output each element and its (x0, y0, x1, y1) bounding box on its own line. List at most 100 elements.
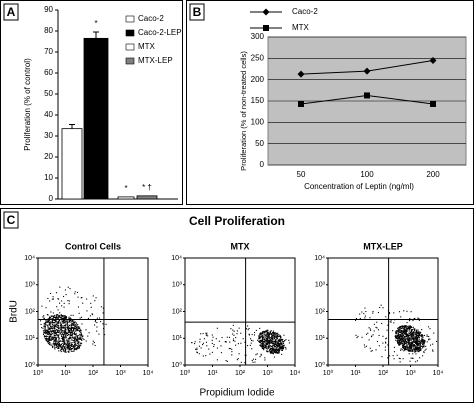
cell-dot (407, 327, 410, 330)
cell-dot (45, 338, 47, 340)
cell-dot (200, 347, 202, 349)
cell-dot (281, 353, 283, 355)
cell-dot (53, 338, 55, 340)
cell-dot (60, 323, 62, 325)
cell-dot (274, 332, 276, 334)
cell-dot (398, 357, 400, 359)
cell-dot (398, 311, 401, 313)
cell-dot (57, 318, 59, 320)
cell-dot (262, 332, 264, 334)
cell-dot (278, 348, 280, 350)
panel-label: C (7, 213, 16, 227)
cell-dot (56, 321, 58, 323)
cell-dot (402, 330, 404, 332)
cell-dot (274, 343, 276, 346)
cell-dot (404, 333, 406, 335)
cell-dot (62, 339, 64, 341)
y-tick-label: 10⁰ (314, 361, 325, 369)
y-tick-label: 90 (44, 5, 53, 14)
cell-dot (63, 306, 65, 308)
cell-dot (51, 330, 53, 332)
cell-dot (410, 345, 412, 347)
cell-dot (81, 336, 83, 338)
cell-dot (56, 343, 58, 345)
cell-dot (56, 329, 58, 331)
cell-dot (63, 320, 65, 322)
cell-dot (407, 325, 409, 327)
cell-dot (79, 336, 81, 338)
cell-dot (282, 341, 284, 343)
cell-dot (422, 338, 424, 340)
y-tick-label: 0 (49, 194, 54, 203)
cell-dot (421, 329, 423, 331)
cell-dot (47, 332, 49, 335)
cell-dot (51, 332, 53, 334)
cell-dot (65, 325, 67, 327)
cell-dot (60, 329, 62, 331)
cell-dot (272, 330, 275, 332)
cell-dot (272, 350, 274, 352)
cell-dot (67, 322, 69, 324)
cell-dot (411, 335, 413, 337)
cell-dot (262, 345, 264, 347)
cell-dot (45, 323, 47, 325)
cell-dot (57, 330, 59, 332)
cell-dot (76, 341, 78, 343)
cell-dot (73, 348, 75, 350)
cell-dot (57, 321, 59, 323)
cell-dot (55, 342, 57, 344)
cell-dot (205, 334, 207, 336)
cell-dot (266, 340, 268, 342)
cell-dot (365, 333, 368, 335)
cell-dot (73, 329, 75, 331)
cell-dot (55, 318, 57, 320)
cell-dot (54, 325, 57, 327)
cell-dot (49, 317, 51, 319)
y-tick-label: 250 (251, 53, 265, 62)
cell-dot (277, 345, 279, 347)
cell-dot (421, 336, 423, 338)
cell-dot (61, 348, 63, 350)
legend-label: MTX (138, 42, 156, 51)
cell-dot (395, 334, 397, 336)
cell-dot (48, 339, 50, 341)
cell-dot (405, 338, 407, 340)
cell-dot (57, 346, 59, 348)
cell-dot (398, 330, 400, 332)
cell-dot (73, 322, 75, 324)
cell-dot (60, 321, 62, 323)
cell-dot (414, 351, 416, 353)
cell-dot (407, 339, 409, 341)
cell-dot (421, 340, 423, 342)
cell-dot (63, 331, 65, 333)
cell-dot (55, 335, 57, 337)
cell-dot (266, 331, 268, 333)
cell-dot (57, 317, 59, 319)
cell-dot (407, 330, 409, 332)
cell-dot (61, 345, 63, 347)
cell-dot (270, 352, 272, 354)
cell-dot (396, 341, 398, 343)
cell-dot (63, 315, 65, 317)
cell-dot (62, 326, 64, 328)
cell-dot (277, 332, 279, 334)
cell-dot (54, 316, 56, 318)
cell-dot (278, 349, 280, 351)
cell-dot (59, 345, 61, 347)
cell-dot (273, 341, 275, 343)
cell-dot (421, 345, 423, 347)
x-tick-label: 10² (378, 370, 389, 377)
cell-dot (270, 347, 272, 349)
cell-dot (412, 353, 414, 355)
cell-dot (412, 320, 414, 322)
cell-dot (65, 343, 67, 345)
cell-dot (69, 324, 71, 326)
cell-dot (275, 339, 277, 341)
cell-dot (52, 346, 54, 348)
cell-dot (277, 350, 280, 352)
cell-dot (415, 334, 417, 336)
cell-dot (47, 327, 49, 329)
cell-dot (54, 320, 56, 322)
cell-dot (405, 328, 407, 330)
cell-dot (267, 347, 269, 349)
